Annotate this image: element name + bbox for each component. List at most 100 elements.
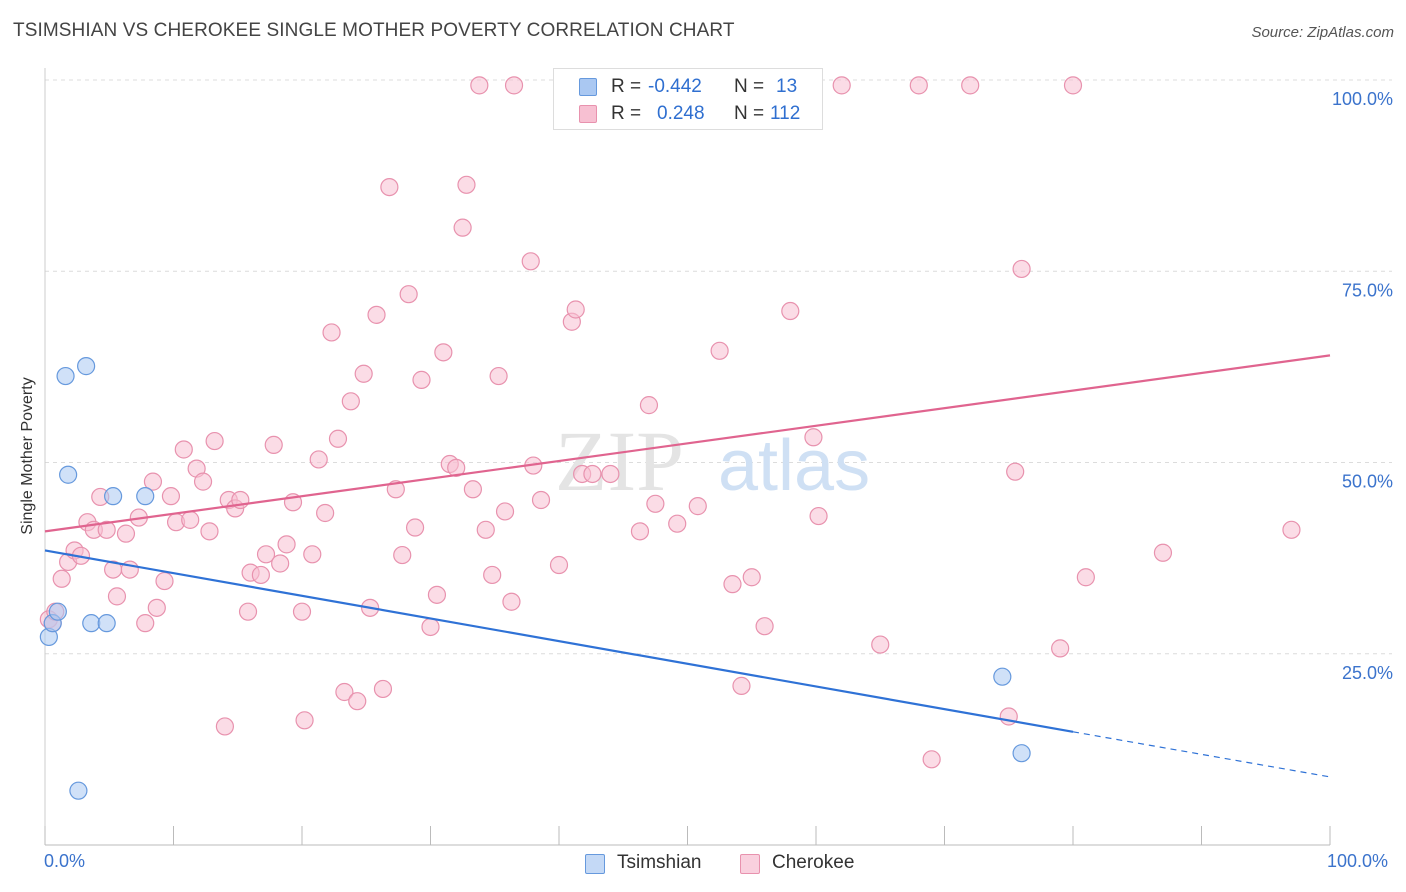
legend-r-label: R = (611, 103, 642, 124)
watermark-zip: ZIP (555, 413, 684, 509)
y-tick-labels: 25.0% 50.0% 75.0% 100.0% (1332, 89, 1393, 683)
cherokee-point (668, 514, 687, 533)
legend-n-label: N = (734, 76, 765, 97)
cherokee-point (521, 252, 540, 271)
tsimshian-point (1012, 744, 1031, 763)
cherokee-point (354, 364, 373, 383)
tsimshian-point (993, 667, 1012, 686)
cherokee-trend-line (44, 354, 1331, 533)
cherokee-point (174, 440, 193, 459)
cherokee-point (710, 341, 729, 360)
cherokee-point (1063, 76, 1083, 95)
x-tick-label-left: 0.0% (44, 851, 86, 871)
cherokee-point (457, 175, 476, 194)
tsimshian-n-value: 13 (776, 76, 798, 97)
cherokee-point (238, 602, 258, 621)
cherokee-point (405, 518, 425, 537)
tsimshian-trend-extension (1072, 731, 1331, 778)
cherokee-legend-label: Cherokee (772, 852, 855, 873)
cherokee-point (328, 429, 348, 448)
cherokee-point (804, 428, 823, 447)
cherokee-point (832, 76, 851, 95)
cherokee-point (52, 569, 71, 588)
cherokee-point (161, 487, 181, 506)
cherokee-n-value: 112 (770, 103, 801, 124)
tsimshian-point (48, 602, 67, 621)
cherokee-point (1076, 568, 1095, 587)
cherokee-point (463, 480, 483, 499)
tsimshian-point (97, 614, 116, 633)
tsimshian-trend-line (44, 549, 1074, 733)
cherokee-point (531, 490, 551, 510)
cherokee-point (732, 676, 751, 695)
cherokee-point (412, 370, 431, 389)
cherokee-point (181, 510, 200, 529)
cherokee-point (335, 682, 354, 702)
tsimshian-point (136, 487, 155, 506)
cherokee-point (348, 692, 367, 711)
cherokee-point (1006, 462, 1025, 481)
cherokee-point (434, 343, 453, 362)
cherokee-point (549, 555, 569, 575)
axes (44, 68, 1331, 846)
series-legend: Tsimshian Cherokee (0, 852, 1406, 876)
cherokee-point (566, 300, 585, 319)
cherokee-point (871, 635, 890, 654)
cherokee-point (421, 617, 440, 637)
cherokee-point (646, 494, 665, 513)
y-tick-label: 100.0% (1332, 89, 1393, 109)
cherokee-point (380, 178, 399, 197)
cherokee-point (399, 285, 418, 304)
cherokee-point (193, 472, 213, 491)
cherokee-r-value: 0.248 (657, 103, 705, 124)
tsimshian-point (82, 614, 101, 633)
cherokee-point (316, 503, 335, 523)
watermark-atlas: atlas (718, 426, 870, 506)
cherokee-point (1153, 543, 1173, 562)
legend-row-tsimshian: R = -0.442 N = 13 (554, 74, 822, 100)
cherokee-point (639, 396, 659, 415)
y-tick-label: 50.0% (1342, 472, 1393, 492)
chart-title: TSIMSHIAN VS CHEROKEE SINGLE MOTHER POVE… (13, 20, 735, 41)
tsimshian-points (39, 357, 1031, 800)
cherokee-point (583, 464, 602, 484)
cherokee-point (256, 545, 276, 564)
cherokee-point (483, 565, 502, 585)
cherokee-point (277, 535, 296, 554)
legend-r-label: R = (611, 76, 642, 97)
cherokee-point (292, 602, 312, 621)
cherokee-point (1051, 639, 1070, 658)
cherokee-point (427, 585, 447, 604)
cherokee-point (781, 301, 800, 321)
source-label: Source: ZipAtlas.com (1251, 24, 1394, 41)
cherokee-point (723, 575, 742, 594)
cherokee-point (922, 750, 941, 769)
cherokee-point (97, 520, 116, 539)
y-tick-label: 25.0% (1342, 663, 1393, 683)
tsimshian-point (59, 465, 78, 484)
cherokee-point (755, 617, 774, 636)
y-axis-title: Single Mother Poverty (19, 377, 36, 535)
cherokee-point (155, 571, 174, 591)
cherokee-point (116, 524, 136, 543)
cherokee-point (909, 76, 928, 95)
cherokee-point (504, 76, 524, 95)
tsimshian-r-value: -0.442 (648, 76, 702, 97)
cherokee-point (251, 565, 270, 585)
cherokee-point (393, 545, 412, 565)
cherokee-point (147, 598, 166, 617)
cherokee-point (742, 568, 761, 587)
cherokee-point (107, 587, 127, 606)
cherokee-point (476, 520, 495, 539)
cherokee-point (1282, 520, 1301, 539)
x-tick-label-right: 100.0% (1327, 851, 1389, 871)
cherokee-point (447, 458, 466, 477)
y-tick-label: 75.0% (1342, 280, 1393, 300)
cherokee-point (264, 435, 283, 455)
cherokee-point (502, 592, 521, 611)
cherokee-point (373, 679, 393, 699)
cherokee-point (295, 711, 314, 730)
cherokee-point (386, 480, 405, 499)
cherokee-point (309, 450, 328, 469)
